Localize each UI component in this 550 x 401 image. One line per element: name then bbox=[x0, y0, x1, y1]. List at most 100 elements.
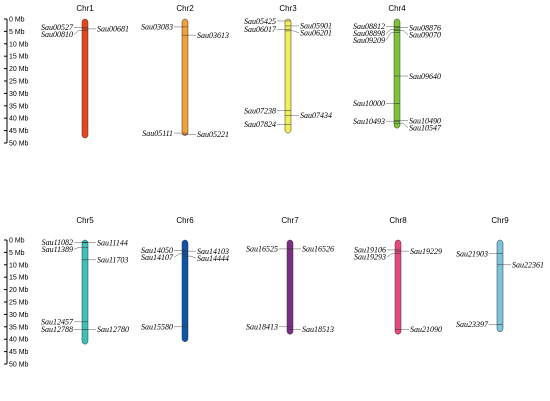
chromosome-name: Chr3 bbox=[279, 4, 297, 13]
scale-tick-label: 40 Mb bbox=[9, 337, 29, 344]
scale-tick-label: 30 Mb bbox=[9, 91, 29, 98]
chromosome-name: Chr9 bbox=[491, 216, 509, 225]
scale-tick-label: 10 Mb bbox=[9, 41, 29, 48]
chromosome-chr1: Chr1 Sau00527 Sau00681 Sau00810 bbox=[41, 4, 129, 139]
gene-leader-line bbox=[73, 247, 82, 250]
scale-tick-label: 5 Mb bbox=[9, 250, 25, 257]
gene-label: Sau16525 bbox=[246, 245, 278, 254]
gene-label: Sau06201 bbox=[300, 29, 332, 38]
chromosome-bar bbox=[286, 239, 294, 335]
gene-leader-line bbox=[386, 253, 395, 258]
chromosome-bar bbox=[284, 18, 292, 134]
gene-label: Sau00810 bbox=[41, 30, 73, 39]
gene-label: Sau05901 bbox=[300, 22, 332, 31]
scale-tick-label: 50 Mb bbox=[9, 141, 29, 148]
scale-tick-label: 35 Mb bbox=[9, 324, 29, 331]
gene-label: Sau14107 bbox=[141, 253, 174, 262]
gene-label: Sau11389 bbox=[42, 245, 73, 254]
gene-label: Sau11144 bbox=[97, 239, 128, 248]
scale-tick-label: 50 Mb bbox=[9, 362, 29, 369]
gene-label: Sau08898 bbox=[353, 29, 385, 38]
scale-tick-label: 25 Mb bbox=[9, 300, 29, 307]
gene-leader-line bbox=[400, 30, 409, 35]
gene-label: Sau07824 bbox=[244, 120, 276, 129]
scale-tick-label: 10 Mb bbox=[9, 262, 29, 269]
gene-label: Sau05111 bbox=[142, 129, 173, 138]
gene-label: Sau00681 bbox=[97, 25, 129, 34]
gene-leader-line bbox=[385, 29, 394, 34]
chromosome-chr8: Chr8 Sau19106 Sau19229 Sau19293 Sau21090 bbox=[354, 216, 442, 335]
gene-label: Sau10493 bbox=[353, 117, 385, 126]
gene-label: Sau16526 bbox=[302, 245, 334, 254]
scale-tick-label: 40 Mb bbox=[9, 116, 29, 123]
scale-tick-label: 20 Mb bbox=[9, 66, 29, 73]
chromosome-bar bbox=[81, 18, 89, 139]
gene-label: Sau23397 bbox=[456, 320, 489, 329]
gene-label: Sau12780 bbox=[97, 325, 129, 334]
gene-label: Sau05425 bbox=[244, 17, 276, 26]
gene-label: Sau05221 bbox=[197, 130, 229, 139]
chromosome-name: Chr5 bbox=[76, 216, 94, 225]
gene-label: Sau22361 bbox=[512, 261, 544, 270]
chromosome-name: Chr8 bbox=[389, 216, 407, 225]
gene-label: Sau14103 bbox=[197, 247, 229, 256]
gene-label: Sau06017 bbox=[244, 25, 277, 34]
gene-label: Sau10000 bbox=[353, 99, 385, 108]
scale-bar: 0 Mb 5 Mb 10 Mb 15 Mb 20 Mb 25 Mb 30 Mb 35 Mb 40… bbox=[4, 238, 29, 369]
scale-tick-label: 30 Mb bbox=[9, 312, 29, 319]
gene-label: Sau21903 bbox=[456, 249, 488, 258]
gene-label: Sau08876 bbox=[409, 23, 441, 32]
chromosome-name: Chr6 bbox=[176, 216, 194, 225]
gene-leader-line bbox=[385, 32, 394, 41]
gene-leader-line bbox=[73, 30, 82, 35]
gene-label: Sau19106 bbox=[354, 246, 386, 255]
chromosome-chr6: Chr6 Sau14050 Sau14103 Sau14107 Sau14444 Sau1… bbox=[141, 216, 229, 342]
chromosome-name: Chr7 bbox=[281, 216, 299, 225]
chromosome-name: Chr4 bbox=[388, 4, 406, 13]
gene-label: Sau07434 bbox=[300, 111, 332, 120]
chromosome-chr7: Chr7 Sau16525 Sau16526 Sau18413 Sau18513 bbox=[246, 216, 334, 335]
chromosome-name: Chr2 bbox=[176, 4, 194, 13]
scale-tick-label: 20 Mb bbox=[9, 287, 29, 294]
gene-label: Sau08812 bbox=[353, 22, 385, 31]
scale-tick-label: 15 Mb bbox=[9, 54, 29, 61]
gene-label: Sau00527 bbox=[41, 23, 74, 32]
gene-label: Sau07238 bbox=[244, 107, 276, 116]
gene-label: Sau09070 bbox=[409, 30, 441, 39]
chromosome-chr9: Chr9 Sau21903 Sau22361 Sau23397 bbox=[456, 216, 544, 333]
gene-label: Sau14444 bbox=[197, 254, 229, 263]
gene-label: Sau10490 bbox=[409, 116, 441, 125]
scale-bar: 0 Mb 5 Mb 10 Mb 15 Mb 20 Mb 25 Mb 30 Mb 35 Mb 40… bbox=[4, 17, 29, 148]
scale-tick-label: 0 Mb bbox=[9, 238, 25, 245]
gene-label: Sau18413 bbox=[246, 323, 278, 332]
chromosome-bar bbox=[394, 239, 402, 335]
gene-label: Sau19293 bbox=[354, 253, 386, 262]
scale-tick-label: 5 Mb bbox=[9, 29, 25, 36]
chromosome-bar bbox=[181, 239, 189, 342]
gene-label: Sau09640 bbox=[409, 72, 441, 81]
gene-label: Sau14050 bbox=[141, 246, 173, 255]
gene-leader-line bbox=[291, 30, 300, 34]
gene-leader-line bbox=[173, 253, 182, 258]
scale-tick-label: 45 Mb bbox=[9, 128, 29, 135]
scale-tick-label: 25 Mb bbox=[9, 79, 29, 86]
scale-tick-label: 0 Mb bbox=[9, 17, 25, 24]
gene-label: Sau12457 bbox=[41, 318, 74, 327]
chromosome-bar bbox=[393, 18, 401, 129]
gene-label: Sau11703 bbox=[97, 256, 128, 265]
gene-label: Sau15580 bbox=[141, 323, 173, 332]
gene-label: Sau10547 bbox=[409, 123, 442, 132]
chromosome-chr2: Chr2 Sau03083 Sau03613 Sau05111 Sau05221 bbox=[141, 4, 229, 139]
gene-label: Sau21090 bbox=[410, 325, 442, 334]
scale-tick-label: 35 Mb bbox=[9, 103, 29, 110]
chromosome-bar bbox=[496, 239, 504, 333]
scale-tick-label: 45 Mb bbox=[9, 349, 29, 356]
gene-leader-line bbox=[400, 122, 409, 128]
gene-leader-line bbox=[188, 255, 197, 259]
gene-label: Sau03613 bbox=[197, 31, 229, 40]
gene-label: Sau18513 bbox=[302, 325, 334, 334]
gene-label: Sau12788 bbox=[41, 325, 73, 334]
